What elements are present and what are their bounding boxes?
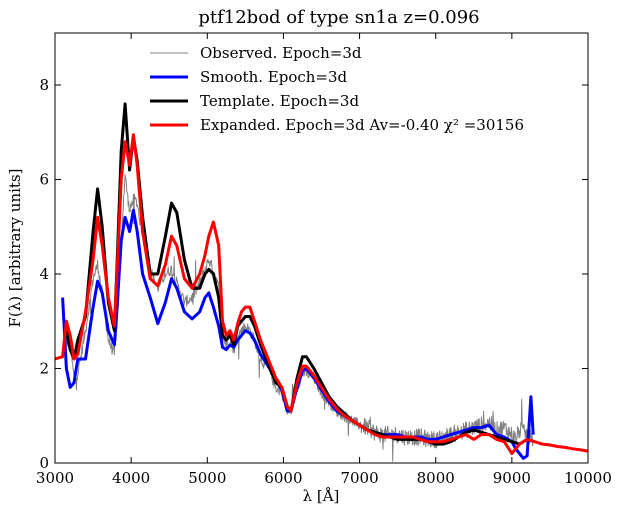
x-tick-label: 8000	[417, 469, 455, 487]
x-tick-label: 5000	[188, 469, 226, 487]
y-tick-label: 4	[39, 265, 49, 283]
series-layer	[55, 102, 588, 462]
x-tick-label: 3000	[36, 469, 74, 487]
legend-label-2: Template. Epoch=3d	[200, 92, 359, 110]
x-tick-label: 10000	[564, 469, 612, 487]
legend-label-0: Observed. Epoch=3d	[200, 44, 362, 62]
x-tick-label: 9000	[493, 469, 531, 487]
x-axis-label: λ [Å]	[303, 487, 340, 505]
x-tick-label: 4000	[112, 469, 150, 487]
series-line-1	[61, 208, 535, 460]
legend-label-3: Expanded. Epoch=3d Av=-0.40 χ² =30156	[200, 116, 524, 134]
x-tick-label: 6000	[264, 469, 302, 487]
series-line-3	[55, 133, 588, 455]
y-tick-label: 8	[39, 76, 49, 94]
legend: Observed. Epoch=3d Smooth. Epoch=3d Templa…	[150, 44, 524, 134]
y-tick-label: 6	[39, 170, 49, 188]
legend-label-1: Smooth. Epoch=3d	[200, 68, 348, 86]
x-tick-label: 7000	[340, 469, 378, 487]
y-axis-label: F(λ) [arbitrary units]	[6, 168, 24, 327]
plot-frame	[54, 32, 589, 464]
y-tick-label: 0	[39, 454, 49, 472]
ticks-layer: 3000 4000 5000 6000 7000 8000 9000 10000 0 2 4 6 8	[36, 33, 612, 487]
chart-title: ptf12bod of type sn1a z=0.096	[198, 7, 479, 28]
y-tick-label: 2	[39, 359, 49, 377]
